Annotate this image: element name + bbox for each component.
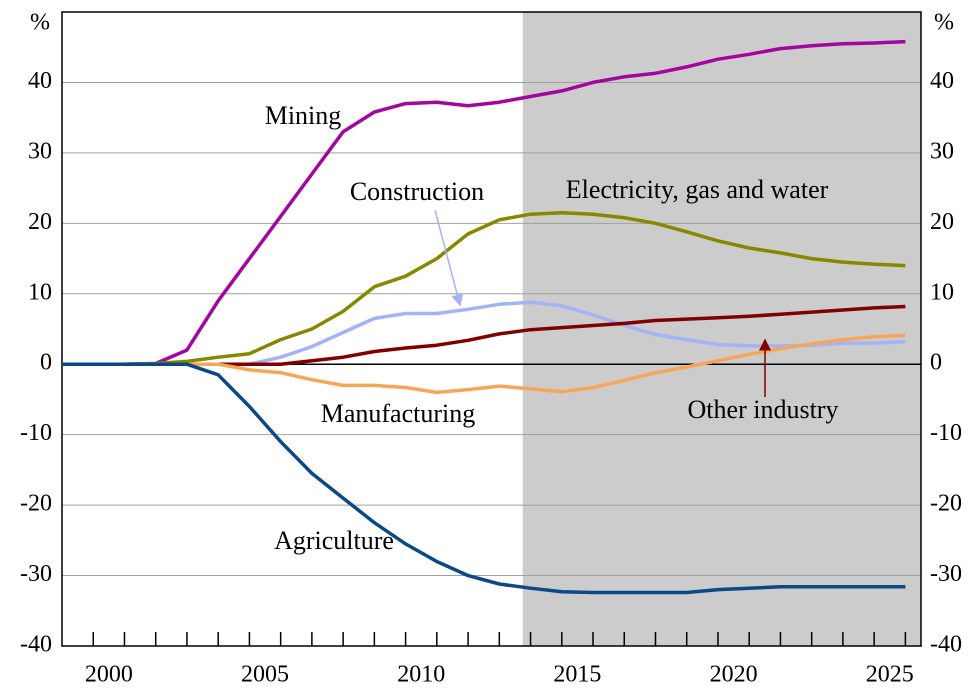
x-tick-label: 2020 xyxy=(710,662,758,688)
y2-tick-label: -10 xyxy=(930,420,962,446)
y-axis-label: % xyxy=(30,10,50,36)
plot-frame xyxy=(61,11,922,647)
y2-tick-label: 40 xyxy=(930,68,954,94)
y-tick-label: -20 xyxy=(20,491,52,517)
y-tick-label: 30 xyxy=(28,138,52,164)
y-tick-label: -40 xyxy=(20,632,52,658)
series-label: Other industry xyxy=(688,395,839,424)
series-label: Manufacturing xyxy=(321,399,476,428)
x-tick-label: 2000 xyxy=(85,662,133,688)
y2-tick-label: -40 xyxy=(930,632,962,658)
shaded-region xyxy=(522,12,921,646)
y-tick-label: 20 xyxy=(28,209,52,235)
y2-tick-label: 30 xyxy=(930,138,954,164)
series-label: Construction xyxy=(350,177,484,206)
x-tick-label: 2005 xyxy=(241,662,289,688)
series-label: Agriculture xyxy=(274,526,394,555)
y-tick-label: 0 xyxy=(40,350,52,376)
series-line xyxy=(62,39,906,366)
y2-tick-label: -30 xyxy=(930,561,962,587)
y-tick-label: 40 xyxy=(28,68,52,94)
x-tick-label: 2015 xyxy=(553,662,601,688)
y2-tick-label: 0 xyxy=(930,350,942,376)
y-tick-label: 10 xyxy=(28,279,52,305)
x-tick-label: 2010 xyxy=(397,662,445,688)
series-label: Electricity, gas and water xyxy=(566,175,829,204)
x-tick-label: 2025 xyxy=(866,662,914,688)
series-line xyxy=(62,211,906,366)
y2-tick-label: -20 xyxy=(930,491,962,517)
series-line xyxy=(62,362,906,595)
y-tick-label: -10 xyxy=(20,420,52,446)
annotation-arrow xyxy=(434,209,464,307)
series-label: Mining xyxy=(265,101,342,130)
y2-axis-label: % xyxy=(934,10,954,36)
y-tick-label: -30 xyxy=(20,561,52,587)
y2-tick-label: 10 xyxy=(930,279,954,305)
y2-tick-label: 20 xyxy=(930,209,954,235)
